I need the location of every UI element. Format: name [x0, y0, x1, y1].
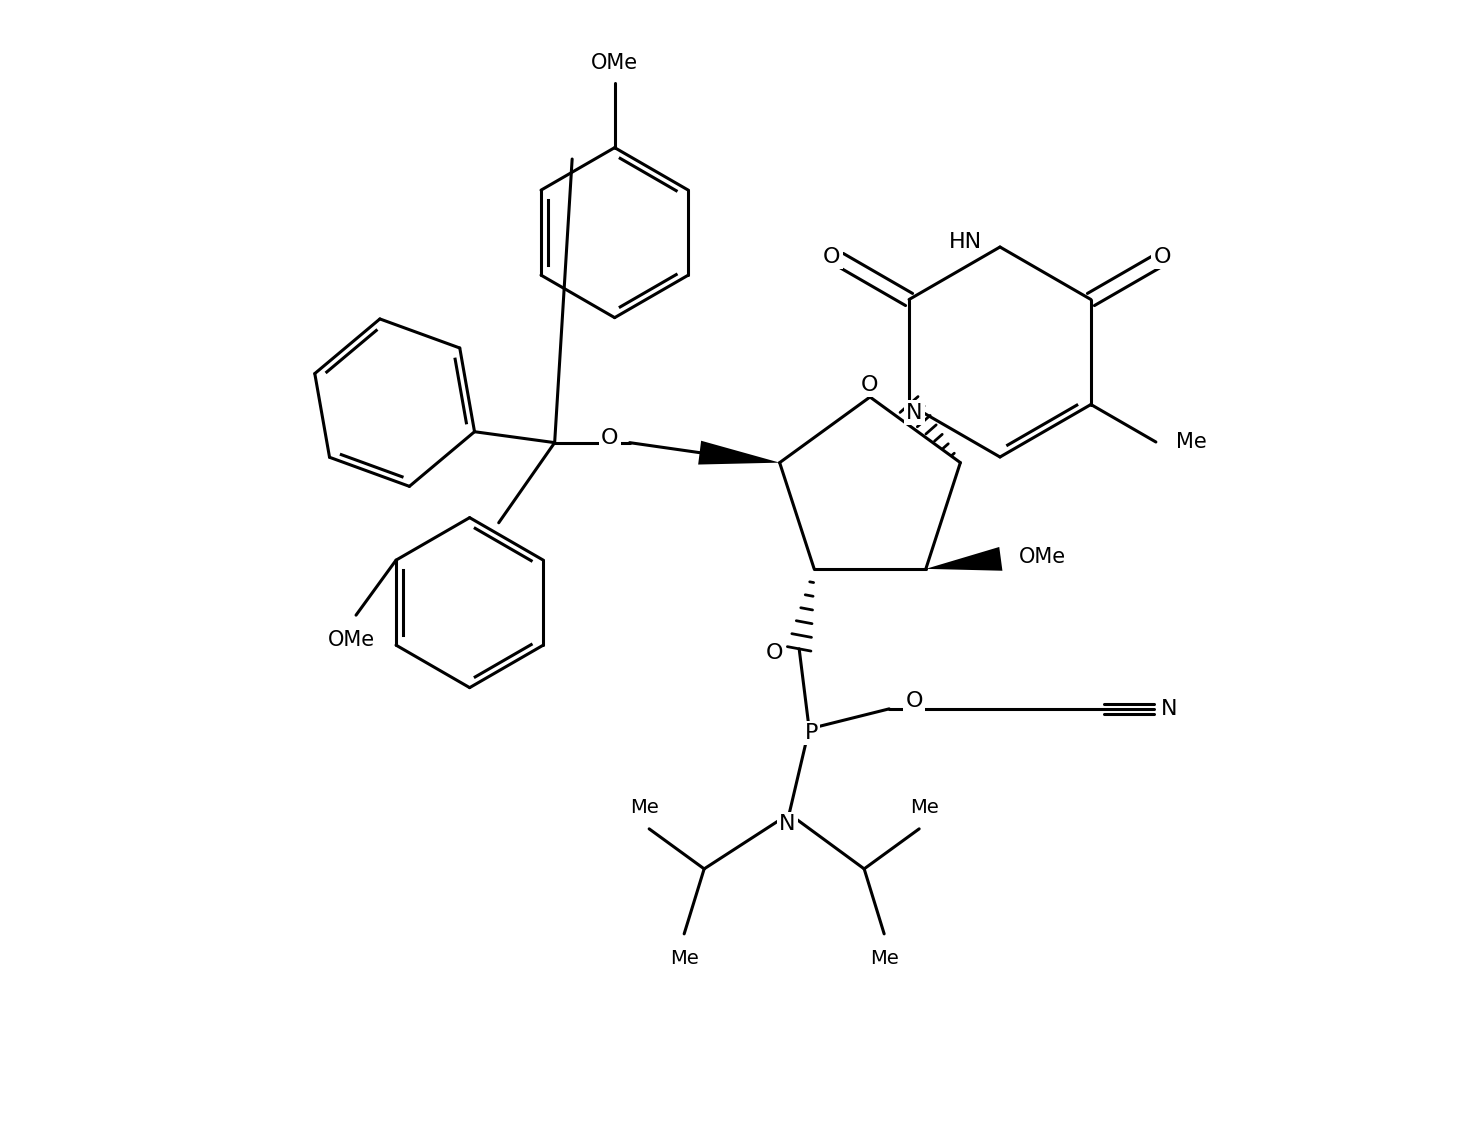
- Text: Me: Me: [870, 949, 898, 968]
- Text: O: O: [600, 428, 618, 447]
- Text: O: O: [1153, 247, 1171, 266]
- Polygon shape: [926, 547, 1003, 571]
- Text: O: O: [861, 375, 879, 395]
- Text: Me: Me: [1176, 432, 1207, 452]
- Text: O: O: [766, 643, 783, 663]
- Polygon shape: [698, 440, 780, 464]
- Text: OMe: OMe: [591, 53, 639, 72]
- Text: N: N: [1161, 698, 1177, 719]
- Text: OMe: OMe: [1019, 547, 1066, 567]
- Text: O: O: [823, 247, 841, 266]
- Text: N: N: [779, 814, 795, 834]
- Text: HN: HN: [948, 232, 982, 252]
- Text: P: P: [804, 723, 817, 743]
- Text: Me: Me: [630, 798, 658, 817]
- Text: Me: Me: [670, 949, 699, 968]
- Text: N: N: [906, 403, 922, 422]
- Text: OMe: OMe: [327, 631, 375, 650]
- Text: O: O: [906, 691, 923, 711]
- Text: Me: Me: [910, 798, 938, 817]
